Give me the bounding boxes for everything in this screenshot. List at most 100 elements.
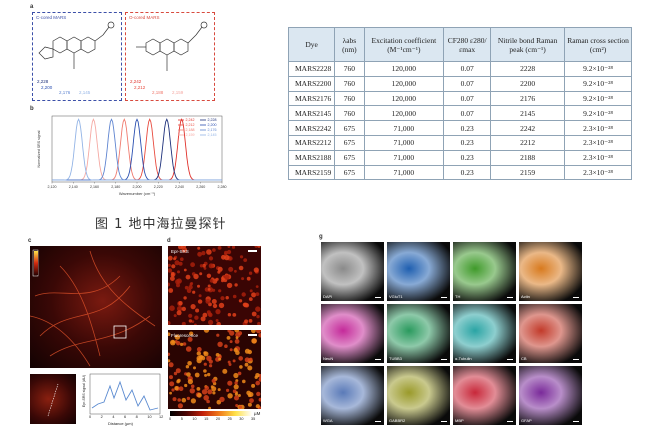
marker-tile--tubulin: α-Tubulin xyxy=(453,304,516,363)
cell-dot xyxy=(249,357,253,362)
marker-tile-actin: Actin xyxy=(519,242,582,301)
colorbar-tick: 5 xyxy=(180,417,183,421)
cell-dot xyxy=(217,388,221,392)
marker-label: α-Tubulin xyxy=(455,356,472,361)
cell-dot xyxy=(190,384,195,389)
table-cell: 2.3×10⁻²⁸ xyxy=(564,164,632,181)
cell-dot xyxy=(247,365,253,371)
cell-dot xyxy=(169,375,173,380)
table-cell: 2212 xyxy=(490,134,566,151)
legend-label: 2,159 xyxy=(186,133,195,137)
profile-x-tick: 0 xyxy=(89,415,92,419)
table-cell: 2.3×10⁻²⁸ xyxy=(564,120,632,136)
cell-dot xyxy=(242,379,246,384)
cell-dot xyxy=(248,297,253,301)
marker-label: GFAP xyxy=(521,418,532,423)
cell-dot xyxy=(255,285,259,288)
cell-dot xyxy=(169,391,172,395)
table-row: MARS2228 760 120,000 0.07 2228 9.2×10⁻²⁸ xyxy=(287,61,632,77)
cell-dot xyxy=(196,351,201,356)
cell-dot xyxy=(258,397,261,402)
table-cell: 675 xyxy=(334,149,365,166)
table-cell: MARS2159 xyxy=(287,164,336,181)
cell-dot xyxy=(255,404,260,409)
cell-dot xyxy=(187,336,193,342)
cell-dot xyxy=(238,299,243,303)
panel-g-grid: DAPI VGluT1 TH Actin NeuN TUBB3 α-Tubulin CB WGA… xyxy=(321,242,586,428)
cell-dot xyxy=(233,372,239,379)
cell-dot xyxy=(244,357,250,363)
cell-dot xyxy=(190,262,195,268)
cell-dot xyxy=(182,342,187,346)
series-line-2,228 xyxy=(52,118,222,181)
panel-c-colorbar xyxy=(34,251,38,275)
table-cell: 2228 xyxy=(490,61,566,77)
cell-dot xyxy=(253,267,259,273)
cell-dot xyxy=(234,381,238,385)
cell-dot xyxy=(212,248,216,252)
o-peak-2: 2,212 xyxy=(134,85,146,90)
x-tick-label: 2,160 xyxy=(90,185,99,189)
table-cell: 0.23 xyxy=(443,164,492,181)
cell-dot xyxy=(193,366,196,370)
cell-dot xyxy=(171,340,175,344)
cell-dot xyxy=(255,373,260,378)
cell-dot xyxy=(197,246,201,250)
cell-dot xyxy=(255,292,260,296)
cell-dot xyxy=(244,348,250,354)
cell-dot xyxy=(208,359,213,364)
cell-dot xyxy=(258,377,261,382)
table-cell: 9.2×10⁻²⁸ xyxy=(564,105,632,122)
cell-dot xyxy=(227,313,232,317)
colorbar-tick: 0 xyxy=(169,417,172,421)
cell-dot xyxy=(168,282,170,287)
table-cell: MARS2188 xyxy=(287,149,336,166)
c-cored-structure xyxy=(38,21,115,69)
cell-dot xyxy=(211,378,216,383)
marker-tile-cb: CB xyxy=(519,304,582,363)
x-tick-label: 2,240 xyxy=(175,185,184,189)
series-line-2,212 xyxy=(52,118,222,181)
scale-bar xyxy=(441,296,447,298)
cell-dot xyxy=(199,264,204,268)
table-cell: 120,000 xyxy=(363,61,445,77)
cell-dot xyxy=(235,350,240,355)
cell-dot xyxy=(188,319,193,323)
table-cell: MARS2228 xyxy=(287,61,336,77)
panel-c-zoom-image xyxy=(30,374,76,424)
cell-dot xyxy=(249,289,253,293)
marker-tile-gfap: GFAP xyxy=(519,366,582,425)
cell-dot xyxy=(183,296,187,300)
cell-dot xyxy=(178,246,183,250)
cell-dot xyxy=(168,288,174,293)
cell-dot xyxy=(196,387,201,391)
panel-d-top-scalebar xyxy=(248,250,257,252)
series-line-2,200 xyxy=(52,118,222,181)
table-row: MARS2212 675 71,000 0.23 2212 2.3×10⁻²⁸ xyxy=(287,134,632,151)
cell-dot xyxy=(244,319,249,324)
legend-label: 2,145 xyxy=(208,133,217,137)
cell-dot xyxy=(184,383,188,388)
cell-dot xyxy=(219,396,225,403)
scale-bar xyxy=(573,358,579,360)
table-cell: 2176 xyxy=(490,90,566,107)
cell-dot xyxy=(189,331,194,336)
cell-dot xyxy=(177,403,183,409)
cell-dot xyxy=(176,379,180,384)
cell-dot xyxy=(193,273,199,280)
cell-dot xyxy=(226,282,233,289)
panel-d-bottom-label: Fluorescence xyxy=(171,333,199,338)
cell-dot xyxy=(199,272,203,276)
cell-dot xyxy=(192,290,196,294)
panel-d-letter: d xyxy=(167,238,171,244)
legend-label: 2,176 xyxy=(208,128,217,132)
cell-dot xyxy=(172,397,177,402)
colorbar-tick: 10 xyxy=(192,417,197,421)
cell-dot xyxy=(185,274,191,280)
cell-dot xyxy=(234,269,237,273)
table-body: MARS2228 760 120,000 0.07 2228 9.2×10⁻²⁸ MARS2… xyxy=(287,61,632,181)
table-cell: 71,000 xyxy=(363,120,445,136)
series-line-2,159 xyxy=(52,118,222,181)
scale-bar xyxy=(375,420,381,422)
cell-dot xyxy=(235,404,239,407)
